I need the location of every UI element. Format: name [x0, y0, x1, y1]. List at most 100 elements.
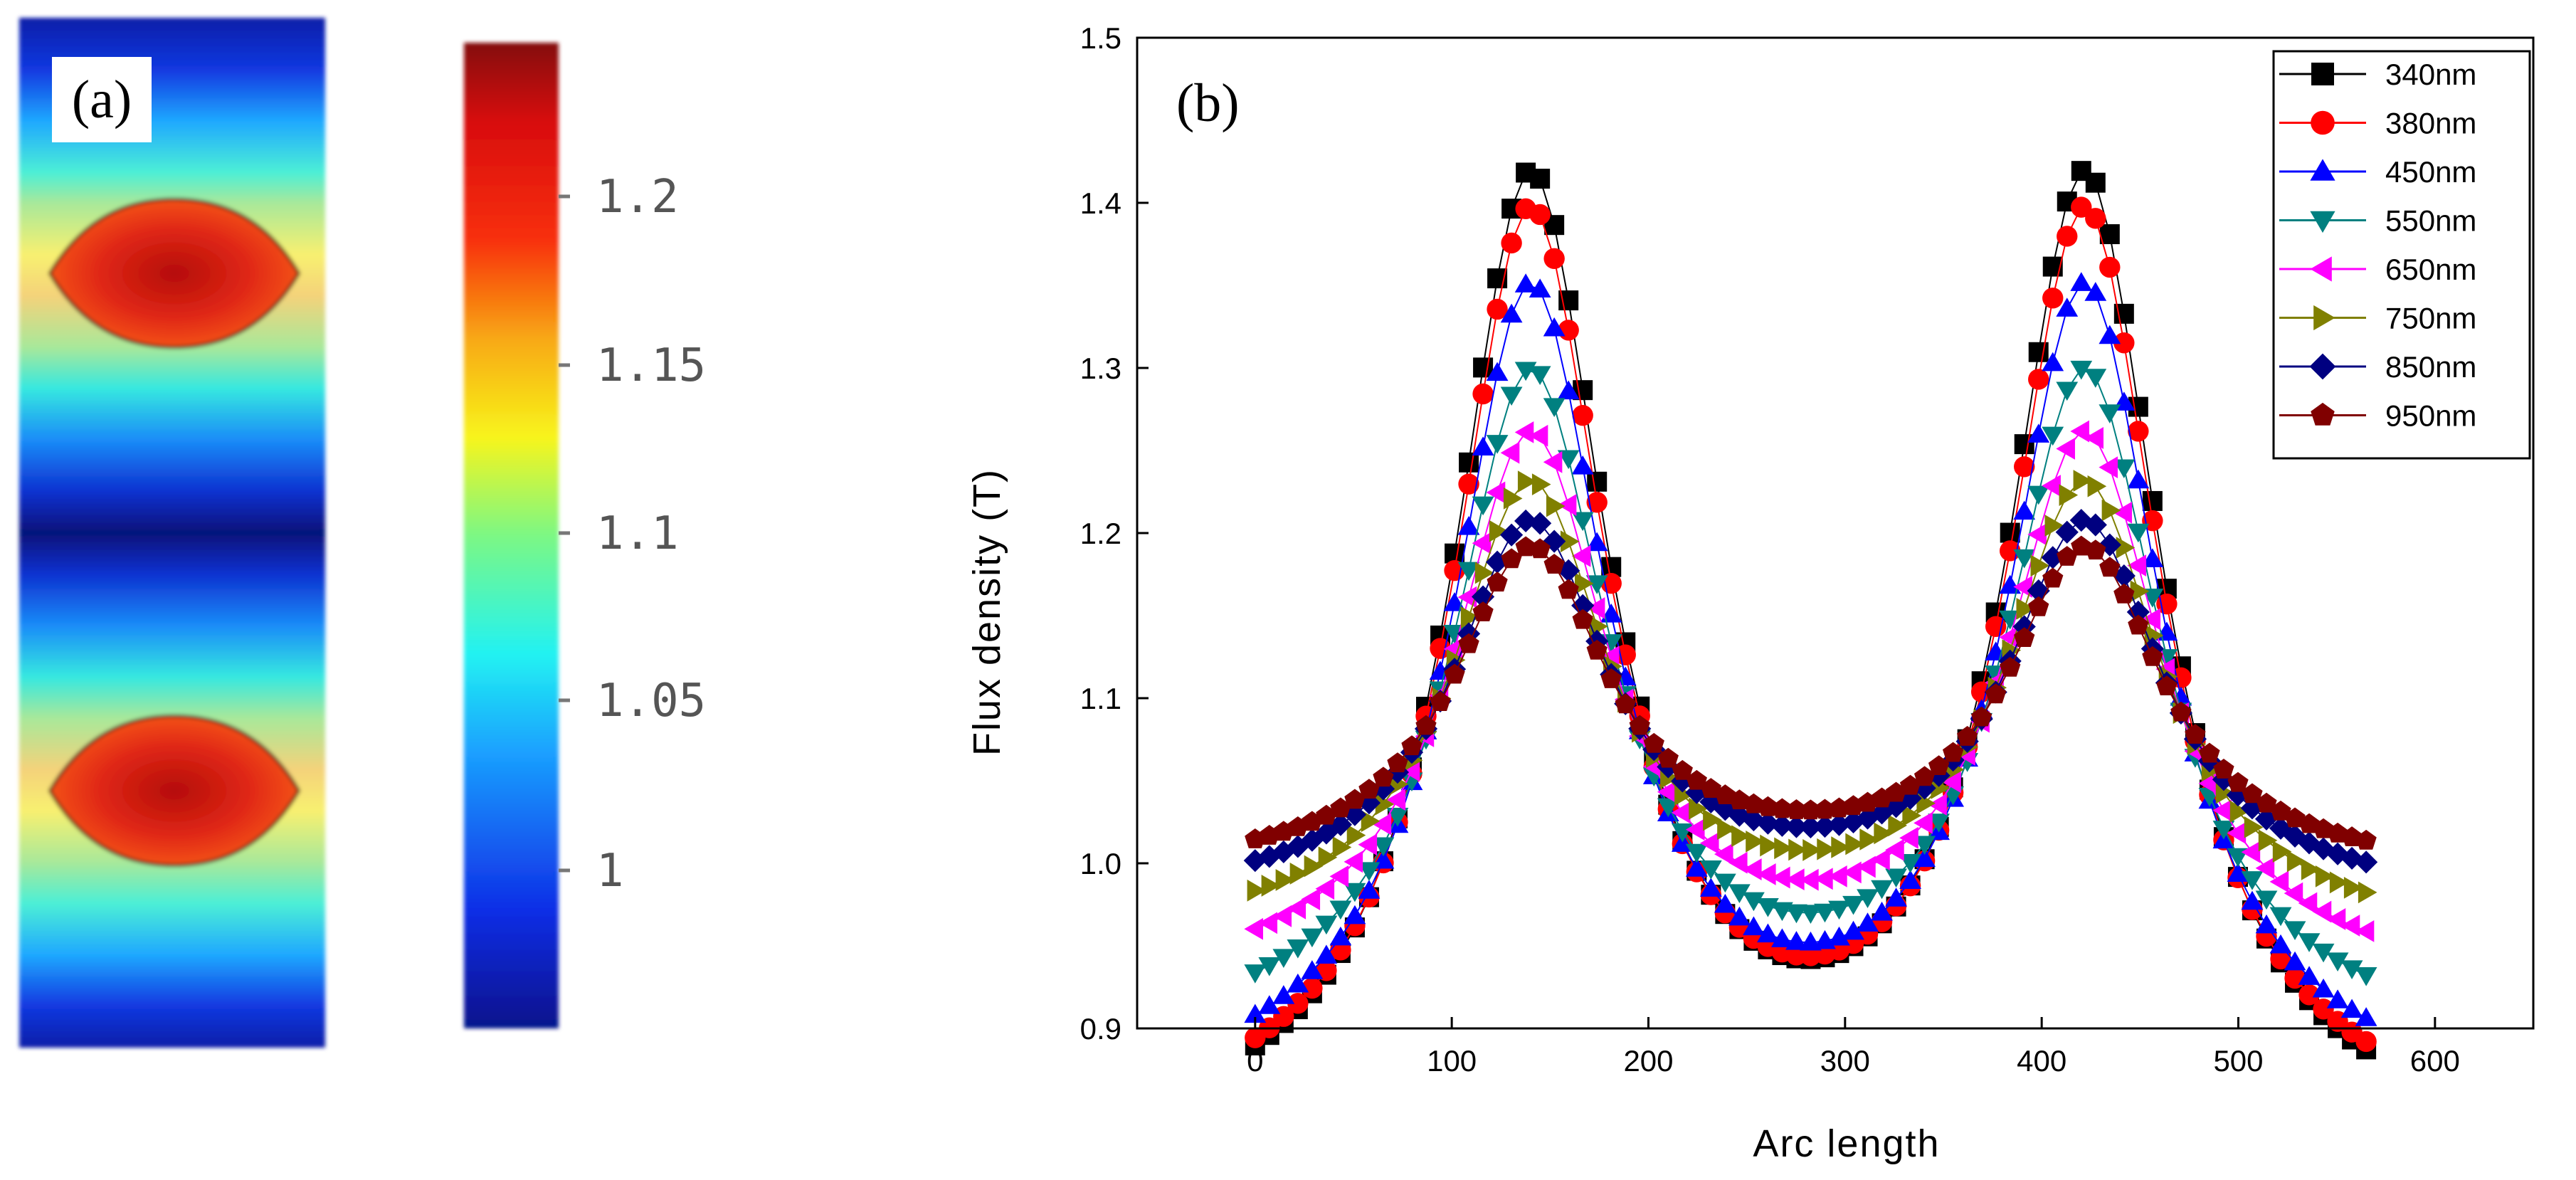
data-point: [2057, 546, 2078, 566]
data-point: [1344, 883, 1366, 902]
data-point: [1474, 562, 1494, 584]
data-point: [1529, 366, 1551, 386]
data-point: [2113, 501, 2133, 524]
data-point: [1373, 767, 1394, 787]
data-point: [2355, 967, 2377, 986]
data-point: [1500, 441, 1520, 464]
data-point: [2085, 172, 2106, 193]
data-point: [1760, 834, 1779, 857]
data-point: [1871, 848, 1890, 871]
data-point: [1742, 858, 1762, 880]
data-point: [2000, 656, 2021, 677]
data-point: [2030, 554, 2050, 577]
data-point: [2269, 907, 2292, 927]
legend-label: 650nm: [2385, 253, 2476, 286]
data-point: [2298, 984, 2320, 1006]
data-point: [1503, 487, 1523, 510]
data-point: [2255, 857, 2275, 880]
colorbar-tick-label: 1.2: [596, 171, 679, 223]
data-point: [2055, 520, 2079, 544]
data-point: [1587, 471, 1608, 492]
data-point: [1472, 436, 1494, 456]
colorbar-tick-label: 1.1: [596, 507, 679, 560]
data-point: [1375, 793, 1395, 816]
series-750nm: [1247, 470, 2377, 904]
data-point: [1771, 866, 1790, 889]
data-point: [1458, 633, 1479, 653]
data-point: [1289, 863, 1309, 885]
data-point: [1332, 836, 1352, 858]
data-point: [1699, 860, 1722, 880]
data-point: [1899, 870, 1921, 889]
data-point: [1529, 538, 1551, 559]
data-point: [1985, 616, 2007, 638]
data-point: [2355, 1031, 2377, 1053]
data-point: [2255, 914, 2278, 934]
data-point: [2270, 948, 2291, 970]
data-point: [1543, 398, 1566, 417]
data-point: [2027, 523, 2047, 546]
data-point: [1472, 532, 1492, 554]
data-point: [1372, 837, 1395, 857]
data-point: [2199, 742, 2220, 763]
data-point: [2298, 892, 2318, 915]
legend-label: 850nm: [2385, 350, 2476, 384]
data-point: [2355, 920, 2375, 942]
data-point: [1728, 884, 1751, 903]
data-point: [1885, 868, 1907, 888]
data-point: [2212, 821, 2235, 840]
data-point: [1728, 804, 1751, 827]
data-point: [2227, 822, 2247, 844]
data-point: [1346, 824, 1366, 847]
x-tick-label: 300: [1820, 1044, 1870, 1078]
y-tick-label: 1.4: [1080, 186, 1121, 220]
data-point: [1315, 915, 1338, 935]
data-point: [1517, 470, 1537, 492]
data-point: [2284, 951, 2306, 971]
data-point: [2297, 831, 2321, 855]
data-point: [2126, 600, 2150, 624]
data-point: [1857, 855, 1876, 878]
data-point: [1459, 452, 1479, 473]
data-point: [1800, 868, 1819, 891]
data-point: [1344, 905, 1366, 924]
data-point: [1302, 977, 1323, 999]
data-point: [2358, 881, 2377, 904]
data-point: [1387, 752, 1408, 773]
y-tick-label: 1.2: [1080, 517, 1121, 550]
data-point: [2185, 724, 2206, 744]
data-point: [2056, 297, 2079, 317]
data-point: [2013, 500, 2036, 520]
data-point: [2113, 459, 2136, 479]
data-point: [1813, 814, 1837, 838]
data-point: [1774, 837, 1793, 860]
legend-marker: [2309, 353, 2336, 380]
data-point: [2042, 475, 2061, 497]
data-point: [1928, 755, 1950, 776]
data-point: [1586, 639, 1608, 660]
data-point: [1557, 380, 1580, 400]
data-point: [1770, 813, 1794, 837]
data-point: [1731, 825, 1751, 848]
data-point: [1657, 781, 1677, 804]
data-point: [1831, 836, 1850, 858]
data-point: [1472, 383, 1494, 405]
legend-label: 550nm: [2385, 204, 2476, 238]
data-point: [1529, 424, 1548, 447]
data-point: [1529, 512, 1552, 535]
data-point: [1985, 665, 2007, 685]
data-point: [2142, 490, 2163, 511]
x-tick-label: 100: [1427, 1044, 1477, 1078]
data-point: [2312, 943, 2335, 963]
data-point: [1557, 494, 1577, 516]
data-point: [1386, 807, 1409, 827]
data-point: [1717, 818, 1736, 841]
data-point: [1571, 544, 1591, 567]
data-point: [1487, 298, 1508, 320]
data-point: [1629, 715, 1650, 735]
data-point: [2340, 999, 2363, 1018]
data-point: [2014, 627, 2035, 648]
panel-b-label: (b): [1176, 73, 1240, 133]
data-point: [1817, 838, 1836, 860]
y-tick-label: 1.3: [1080, 352, 1121, 385]
